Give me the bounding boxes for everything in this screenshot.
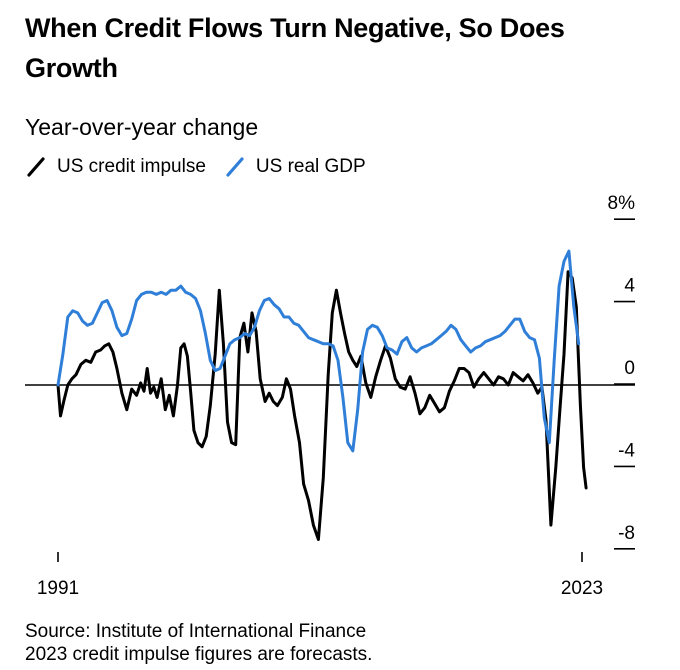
legend-label-real-gdp: US real GDP: [255, 156, 366, 177]
y-tick-label: -8: [618, 523, 635, 544]
y-tick-label: -4: [618, 440, 635, 461]
forecast-note: 2023 credit impulse figures are forecast…: [25, 644, 373, 665]
y-axis: 8% 4 0 -4 -8: [608, 193, 636, 550]
y-tick-label: 4: [624, 276, 635, 297]
x-tick-label: 1991: [37, 578, 79, 599]
source-note: Source: Institute of International Finan…: [25, 621, 367, 642]
chart-subtitle: Year-over-year change: [25, 114, 259, 140]
chart-title: When Credit Flows Turn Negative, So Does…: [25, 13, 565, 83]
y-tick-label: 0: [624, 358, 635, 379]
legend-label-credit-impulse: US credit impulse: [57, 156, 206, 177]
series-line-real-gdp: [56, 249, 581, 453]
x-axis: 1991 2023: [37, 552, 603, 599]
legend: US credit impulse US real GDP: [25, 153, 384, 181]
y-tick-label: 8%: [608, 193, 636, 214]
series-layer: [56, 249, 588, 541]
legend-item-credit-impulse: US credit impulse: [25, 156, 206, 178]
legend-swatch-real-gdp: [226, 157, 244, 177]
x-tick-label: 2023: [561, 578, 603, 599]
legend-swatch-credit-impulse: [27, 157, 45, 177]
footer: Source: Institute of International Finan…: [25, 620, 372, 666]
line-chart: 8% 4 0 -4 -8 1991 2023: [25, 193, 636, 599]
series-line-credit-impulse: [56, 270, 588, 541]
legend-item-real-gdp: US real GDP: [224, 156, 366, 178]
